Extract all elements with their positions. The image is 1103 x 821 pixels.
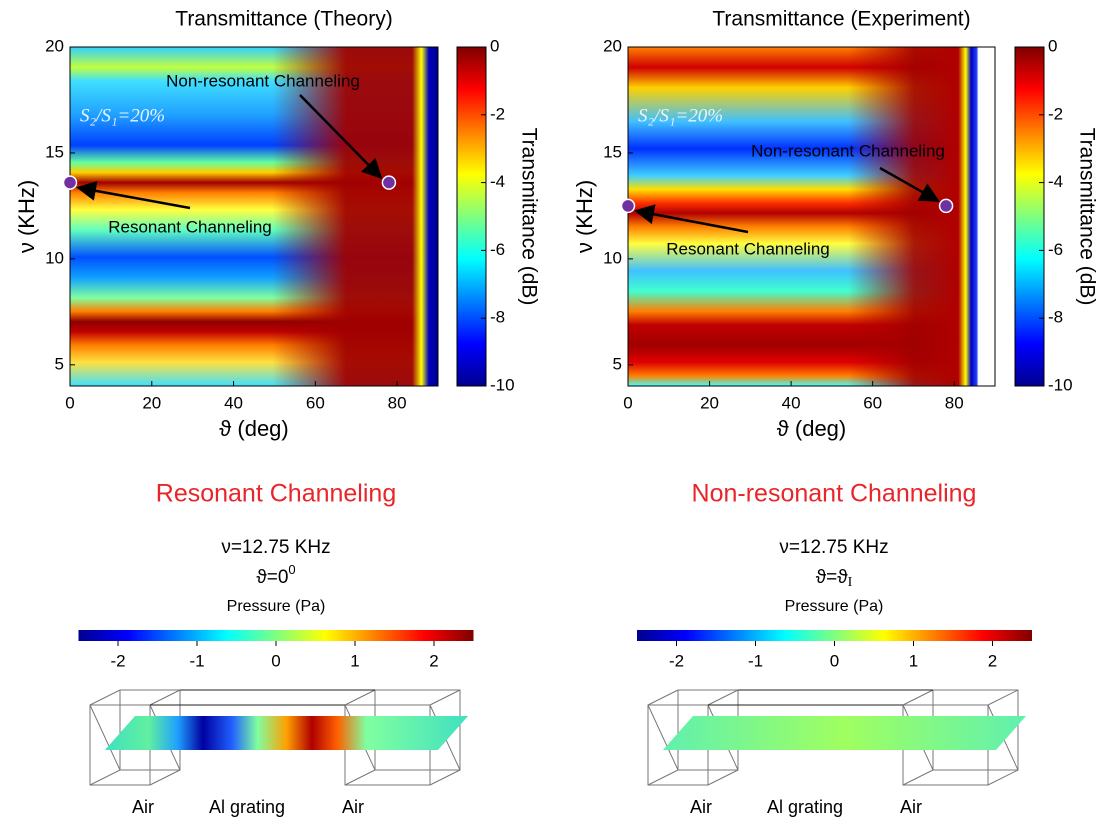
frequency-label: ν=12.75 KHz	[779, 537, 888, 558]
x-tick-label: 60	[306, 393, 325, 412]
region-label: Air	[342, 797, 364, 817]
x-tick-label: 80	[388, 393, 407, 412]
colorbar-tick-label: -6	[1048, 240, 1063, 259]
annotation-text: Resonant Channeling	[666, 239, 830, 258]
region-label: Al grating	[209, 797, 285, 817]
colorbar-label: Pressure (Pa)	[785, 598, 884, 615]
chart-title: Transmittance (Theory)	[175, 8, 392, 31]
x-tick-label: 40	[782, 393, 801, 412]
angle-label: ϑ=00	[256, 562, 295, 588]
region-label: Air	[690, 797, 712, 817]
field-plane	[105, 716, 468, 750]
chart-title: Transmittance (Experiment)	[712, 8, 970, 31]
x-axis-label: ϑ (deg)	[777, 416, 847, 441]
panel-title: Non-resonant Channeling	[692, 480, 977, 508]
figure: Transmittance (Theory) ϑ (deg) ν (KHz) S₂/S…	[0, 0, 1103, 821]
y-tick-label: 5	[613, 354, 622, 373]
y-tick-label: 10	[603, 248, 622, 267]
colorbar	[637, 630, 1032, 641]
y-tick-label: 15	[45, 142, 64, 161]
x-tick-label: 20	[700, 393, 719, 412]
angle-base: ϑ=ϑ	[816, 567, 848, 588]
colorbar-label: Transmittance (dB)	[517, 128, 540, 306]
colorbar-tick-label: -8	[1048, 308, 1063, 327]
colorbar-label: Pressure (Pa)	[227, 598, 326, 615]
x-tick-label: 40	[224, 393, 243, 412]
y-tick-label: 20	[45, 36, 64, 55]
colorbar-tick-label: 1	[909, 651, 918, 670]
x-tick-label: 60	[863, 393, 882, 412]
x-tick-label: 80	[945, 393, 964, 412]
colorbar-label: Transmittance (dB)	[1075, 128, 1098, 306]
y-tick-label: 10	[45, 248, 64, 267]
annotation-text: Non-resonant Channeling	[751, 141, 945, 160]
colorbar-tick-label: -1	[748, 651, 763, 670]
field-plane	[663, 716, 1026, 750]
angle-sub: I	[848, 575, 853, 590]
annotation-text: Resonant Channeling	[108, 217, 272, 236]
annotation-text: Non-resonant Channeling	[166, 71, 360, 90]
annotation-point	[64, 176, 77, 189]
colorbar-tick-label: 0	[1048, 36, 1057, 55]
colorbar-tick-label: -10	[1048, 375, 1073, 394]
colorbar-tick-label: 2	[988, 651, 997, 670]
colorbar-tick-label: -10	[490, 375, 515, 394]
y-tick-label: 15	[603, 142, 622, 161]
panel-title: Resonant Channeling	[156, 480, 396, 508]
inset-text: S₂/S₁=20%	[638, 105, 723, 126]
colorbar-tick-label: 0	[271, 651, 280, 670]
colorbar-tick-label: -4	[1048, 172, 1063, 191]
region-label: Air	[132, 797, 154, 817]
inset-text: S₂/S₁=20%	[80, 105, 165, 126]
colorbar-tick-label: 2	[429, 651, 438, 670]
x-axis-label: ϑ (deg)	[219, 416, 289, 441]
colorbar	[1015, 47, 1044, 386]
y-tick-label: 20	[603, 36, 622, 55]
colorbar-tick-label: 0	[490, 36, 499, 55]
colorbar-tick-label: -6	[490, 240, 505, 259]
angle-label: ϑ=ϑI	[816, 567, 853, 590]
colorbar-tick-label: 1	[350, 651, 359, 670]
x-tick-label: 0	[623, 393, 632, 412]
annotation-point	[622, 199, 635, 212]
colorbar	[457, 47, 486, 386]
y-axis-label: ν (KHz)	[14, 180, 39, 253]
colorbar-tick-label: -2	[669, 651, 684, 670]
colorbar-tick-label: 0	[830, 651, 839, 670]
annotation-point	[382, 176, 395, 189]
colorbar-tick-label: -1	[189, 651, 204, 670]
colorbar-tick-label: -2	[490, 104, 505, 123]
colorbar-tick-label: -8	[490, 308, 505, 327]
region-label: Air	[900, 797, 922, 817]
region-label: Al grating	[767, 797, 843, 817]
colorbar	[79, 630, 474, 641]
annotation-point	[940, 199, 953, 212]
x-tick-label: 20	[142, 393, 161, 412]
y-tick-label: 5	[55, 354, 64, 373]
heatmap-image	[628, 47, 995, 386]
x-tick-label: 0	[65, 393, 74, 412]
angle-base: ϑ=0	[256, 567, 288, 588]
angle-sup: 0	[288, 562, 295, 577]
colorbar-tick-label: -2	[110, 651, 125, 670]
y-axis-label: ν (KHz)	[572, 180, 597, 253]
colorbar-tick-label: -4	[490, 172, 505, 191]
colorbar-tick-label: -2	[1048, 104, 1063, 123]
frequency-label: ν=12.75 KHz	[221, 537, 330, 558]
